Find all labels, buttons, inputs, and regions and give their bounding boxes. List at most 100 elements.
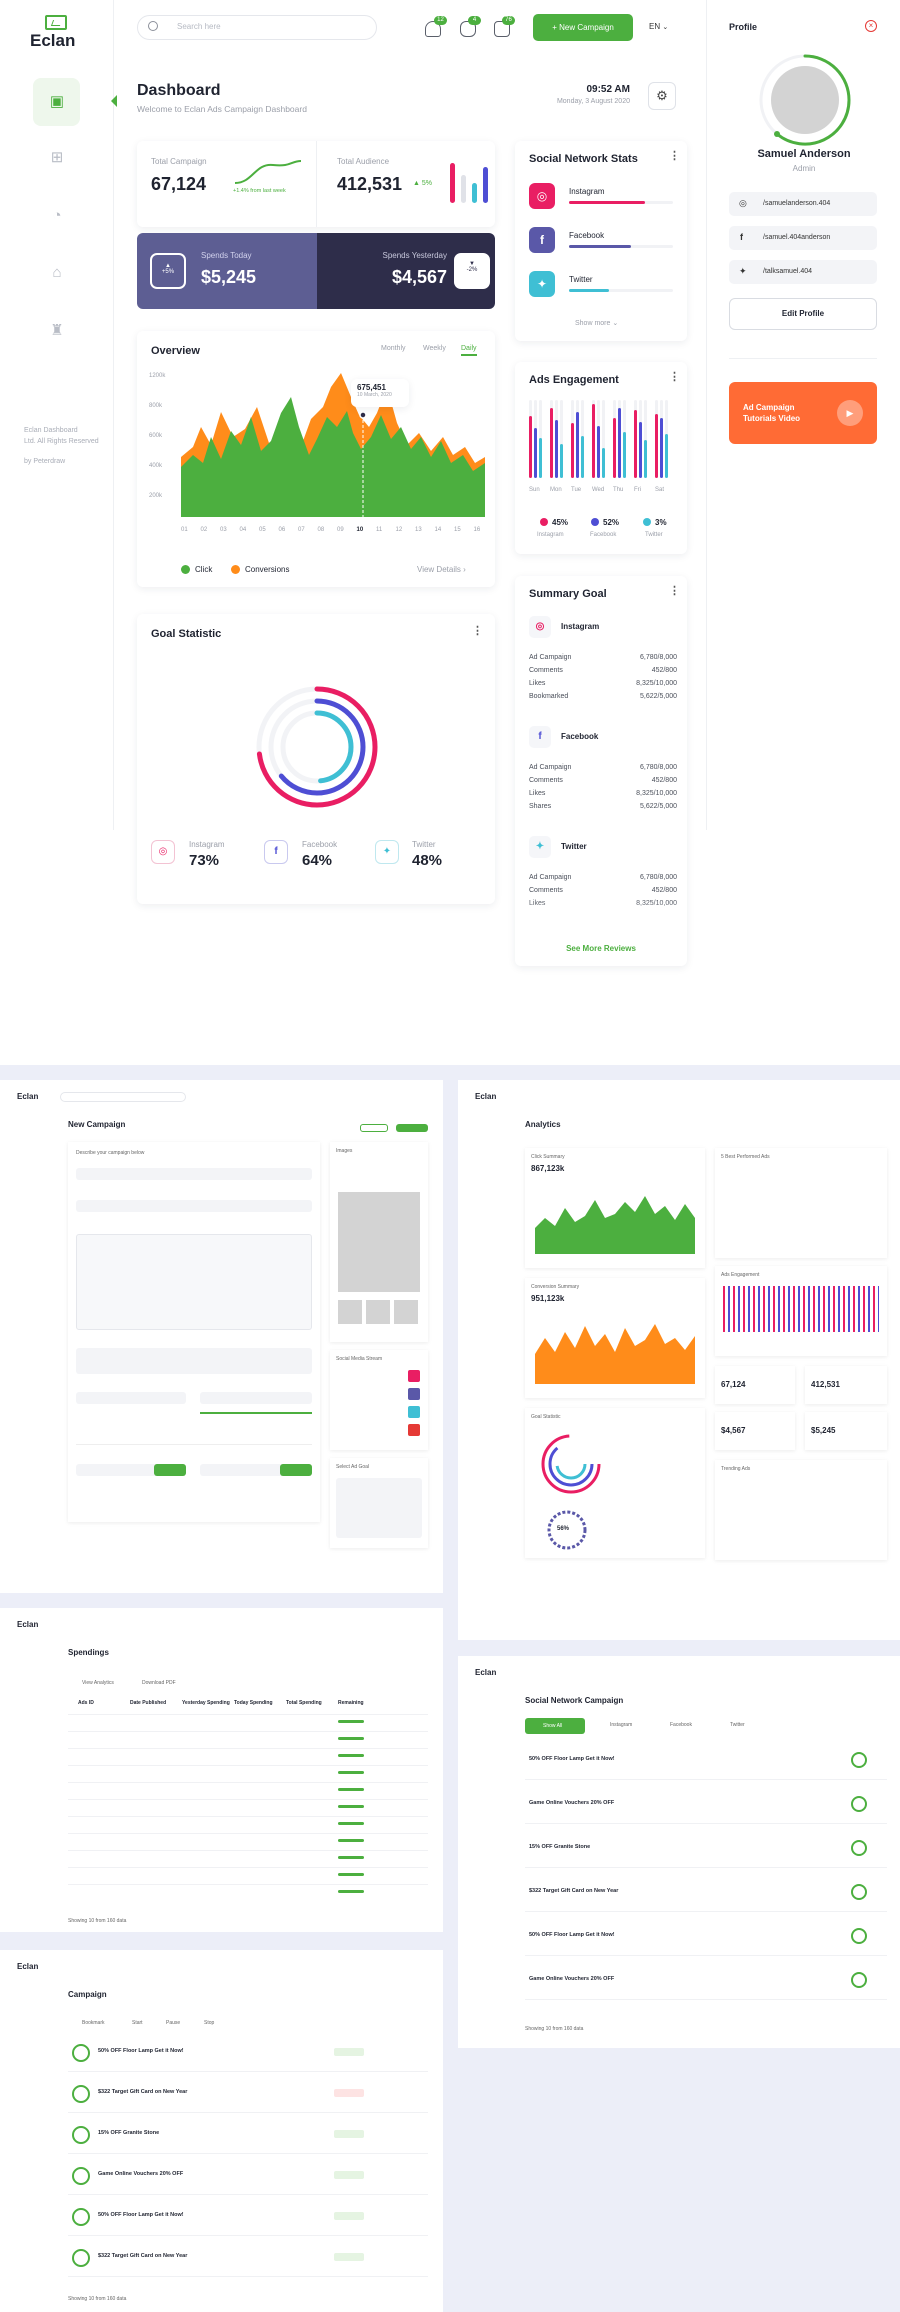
list-item[interactable] (68, 2118, 428, 2154)
close-icon[interactable]: × (865, 20, 877, 32)
y-tick-label: 400k (149, 463, 163, 469)
tab-weekly[interactable]: Weekly (423, 345, 446, 352)
click-summary-panel: Click Summary 867,123k (525, 1148, 705, 1268)
engagement-bar (665, 434, 668, 478)
profile-progress-ring (759, 54, 851, 146)
conversion-summary-label: Conversion Summary (531, 1284, 580, 1290)
table-row[interactable] (68, 1714, 428, 1715)
play-icon[interactable]: ▶ (837, 400, 863, 426)
table-row[interactable] (68, 1850, 428, 1851)
show-more-link[interactable]: Show more ⌄ (575, 320, 619, 327)
more-icon[interactable]: ⋮ (669, 585, 680, 597)
start-action[interactable]: Start (132, 2020, 143, 2026)
table-row[interactable] (68, 1782, 428, 1783)
image-placeholder[interactable] (338, 1192, 420, 1292)
table-row[interactable] (68, 1884, 428, 1885)
list-item-title: $322 Target Gift Card on New Year (98, 2089, 188, 2095)
rocket-icon[interactable]: ♜ (50, 322, 64, 339)
audience-change-value: 5% (421, 180, 432, 187)
audience-bars (450, 157, 490, 203)
tab-show-all[interactable]: Show All (543, 1723, 563, 1729)
table-row[interactable] (68, 1833, 428, 1834)
ad-goal-select[interactable] (336, 1478, 422, 1538)
calendar-button[interactable] (154, 1464, 186, 1476)
table-row[interactable] (68, 1867, 428, 1868)
more-icon[interactable]: ⋮ (669, 371, 680, 383)
total-campaign-value: 67,124 (151, 174, 207, 194)
settings-button[interactable]: ⚙ (648, 82, 676, 110)
list-item[interactable] (525, 1962, 887, 2000)
tutorial-video-card[interactable]: Ad Campaign Tutorials Video ▶ (729, 382, 877, 444)
tab-twitter[interactable]: Twitter (730, 1722, 745, 1728)
budget-slider[interactable] (200, 1412, 312, 1414)
ad-title-input[interactable] (76, 1200, 312, 1212)
summary-row-label: Likes (529, 790, 546, 797)
bell-icon[interactable] (425, 21, 441, 37)
status-badge (334, 2171, 364, 2179)
view-details-label: View Details (417, 565, 461, 574)
new-campaign-title: New Campaign (68, 1120, 126, 1129)
dashboard-icon[interactable]: ▣ (49, 93, 65, 110)
pause-action[interactable]: Pause (166, 2020, 181, 2026)
see-more-reviews-link[interactable]: See More Reviews (566, 944, 636, 953)
more-icon[interactable]: ⋮ (472, 625, 483, 637)
tag-icon[interactable]: ⌂ (52, 264, 62, 281)
list-item[interactable] (525, 1786, 887, 1824)
tab-daily[interactable]: Daily (461, 345, 477, 356)
analytics-icon[interactable]: ⊞ (50, 149, 64, 166)
mini-logo: Eclan (17, 1092, 39, 1101)
list-item[interactable] (68, 2036, 428, 2072)
daily-budget-input[interactable] (76, 1392, 186, 1404)
bookmark-action[interactable]: Bookmark (82, 2020, 105, 2026)
stop-action[interactable]: Stop (204, 2020, 215, 2026)
more-icon[interactable]: ⋮ (669, 150, 680, 162)
social-title: Social Network Stats (529, 153, 638, 165)
tags-input[interactable] (76, 1348, 312, 1374)
pie-chart-icon[interactable]: ◔ (52, 207, 62, 224)
table-row[interactable] (68, 1799, 428, 1800)
engagement-bar (555, 420, 558, 478)
edit-profile-button[interactable]: Edit Profile (729, 298, 877, 330)
tab-instagram[interactable]: Instagram (610, 1722, 633, 1728)
view-analytics-link[interactable]: View Analytics (82, 1680, 114, 1686)
list-item[interactable] (525, 1742, 887, 1780)
tab-facebook[interactable]: Facebook (670, 1722, 692, 1728)
download-pdf-link[interactable]: Download PDF (142, 1680, 176, 1686)
table-row[interactable] (68, 1816, 428, 1817)
clock-date: Monday, 3 August 2020 (556, 98, 630, 105)
ad-name-input[interactable] (76, 1168, 312, 1180)
mini-spends-yesterday-value: $4,567 (721, 1426, 746, 1435)
list-item[interactable] (525, 1874, 887, 1912)
nav-active-marker (111, 95, 117, 107)
new-campaign-button[interactable]: + New Campaign (533, 14, 633, 41)
profile-link-twitter[interactable]: ✦ /talksamuel.404 (729, 260, 877, 284)
view-details-link[interactable]: View Details › (417, 565, 466, 574)
profile-link-facebook[interactable]: f /samuel.404anderson (729, 226, 877, 250)
profile-link-instagram[interactable]: ◎ /samuelanderson.404 (729, 192, 877, 216)
list-item[interactable] (68, 2241, 428, 2277)
summary-platform-icon: f (529, 726, 551, 748)
instagram-icon: ◎ (151, 840, 175, 864)
list-item[interactable] (525, 1918, 887, 1956)
analytics-screen: Eclan Analytics Click Summary 867,123k C… (458, 1080, 900, 1640)
table-row[interactable] (68, 1731, 428, 1732)
list-item[interactable] (68, 2077, 428, 2113)
message-badge: 4 (468, 16, 481, 25)
nav-dashboard[interactable] (33, 78, 80, 126)
progress-ring-icon (72, 2085, 90, 2103)
app-logo[interactable]: Eclan (30, 31, 76, 50)
list-item[interactable] (68, 2159, 428, 2195)
instagram-progress (569, 201, 645, 204)
total-budget-input[interactable] (200, 1392, 312, 1404)
calendar-button[interactable] (280, 1464, 312, 1476)
list-item[interactable] (525, 1830, 887, 1868)
table-row[interactable] (68, 1765, 428, 1766)
table-row[interactable] (68, 1748, 428, 1749)
language-select[interactable]: EN ⌄ (649, 22, 668, 31)
list-item[interactable] (68, 2200, 428, 2236)
x-tick-label: 09 (337, 527, 344, 533)
description-textarea[interactable] (76, 1234, 312, 1330)
search-input[interactable] (137, 15, 377, 40)
twitter-icon: ✦ (739, 266, 747, 276)
tab-monthly[interactable]: Monthly (381, 345, 406, 352)
